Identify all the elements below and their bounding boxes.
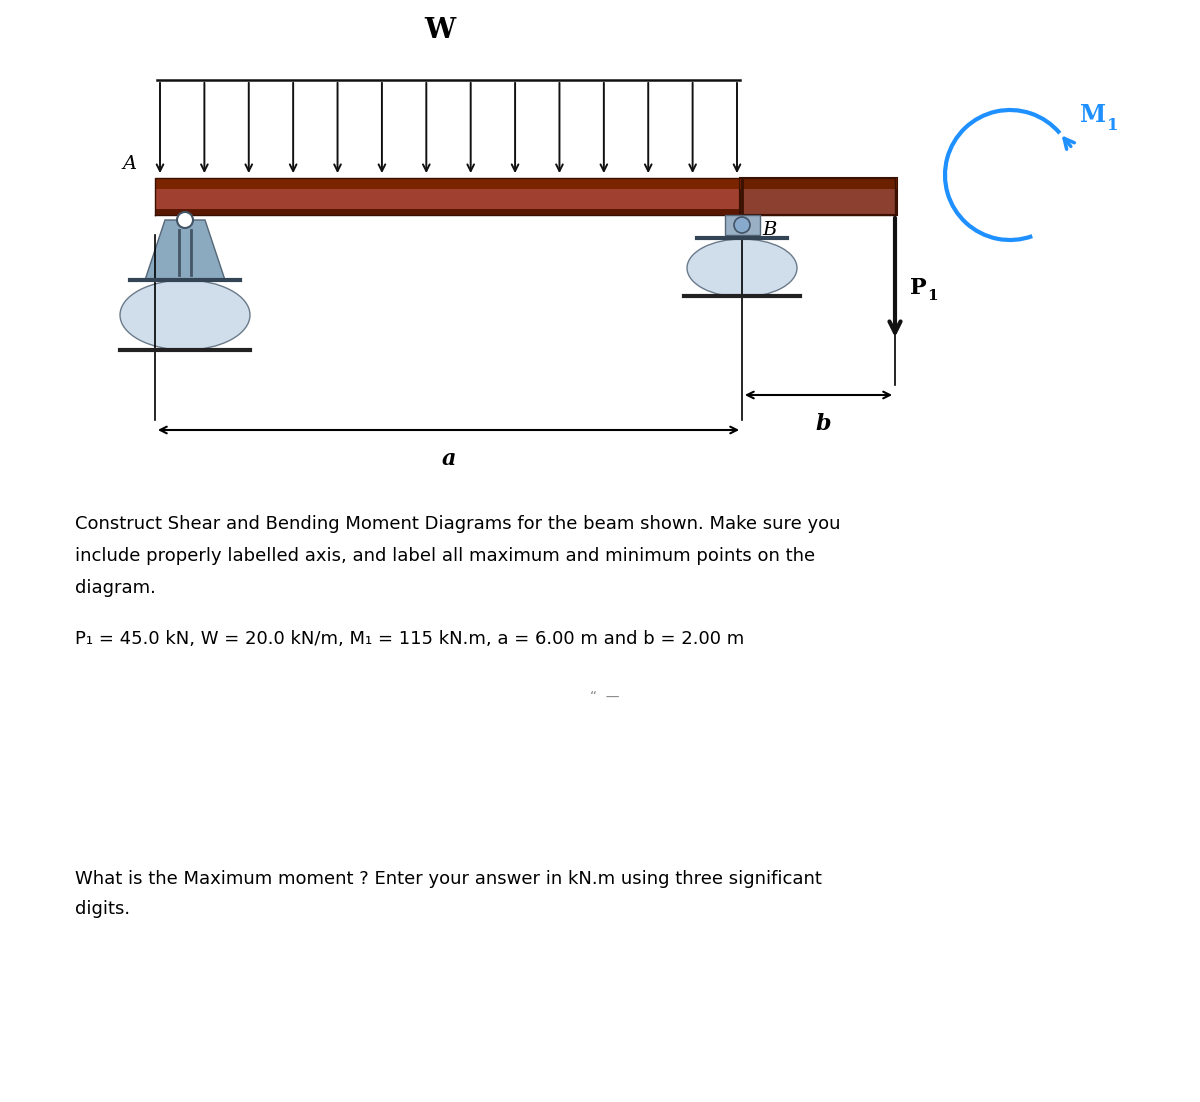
Text: diagram.: diagram. bbox=[74, 579, 156, 597]
Text: W: W bbox=[425, 17, 456, 43]
Bar bbox=[725, 215, 760, 235]
Bar bbox=[155, 179, 895, 190]
Text: digits.: digits. bbox=[74, 900, 130, 918]
Bar bbox=[155, 209, 895, 215]
Text: A: A bbox=[122, 155, 137, 173]
Text: B: B bbox=[762, 222, 776, 239]
Bar bbox=[155, 179, 895, 215]
Text: a: a bbox=[442, 449, 456, 469]
Text: b: b bbox=[816, 413, 832, 435]
Ellipse shape bbox=[120, 280, 250, 350]
Bar bbox=[740, 179, 898, 190]
Text: 1: 1 bbox=[1108, 117, 1118, 133]
Text: 1: 1 bbox=[928, 289, 937, 303]
Ellipse shape bbox=[686, 239, 797, 298]
Text: Construct Shear and Bending Moment Diagrams for the beam shown. Make sure you: Construct Shear and Bending Moment Diagr… bbox=[74, 515, 840, 533]
Text: M: M bbox=[1080, 102, 1106, 127]
Polygon shape bbox=[145, 220, 226, 280]
Text: P₁ = 45.0 kN, W = 20.0 kN/m, M₁ = 115 kN.m, a = 6.00 m and b = 2.00 m: P₁ = 45.0 kN, W = 20.0 kN/m, M₁ = 115 kN… bbox=[74, 630, 744, 648]
Text: “  —: “ — bbox=[590, 690, 619, 704]
Text: P: P bbox=[910, 277, 926, 299]
Bar bbox=[740, 179, 898, 215]
Circle shape bbox=[178, 212, 193, 228]
Circle shape bbox=[734, 217, 750, 233]
Text: What is the Maximum moment ? Enter your answer in kN.m using three significant: What is the Maximum moment ? Enter your … bbox=[74, 869, 822, 888]
Text: include properly labelled axis, and label all maximum and minimum points on the: include properly labelled axis, and labe… bbox=[74, 547, 815, 565]
